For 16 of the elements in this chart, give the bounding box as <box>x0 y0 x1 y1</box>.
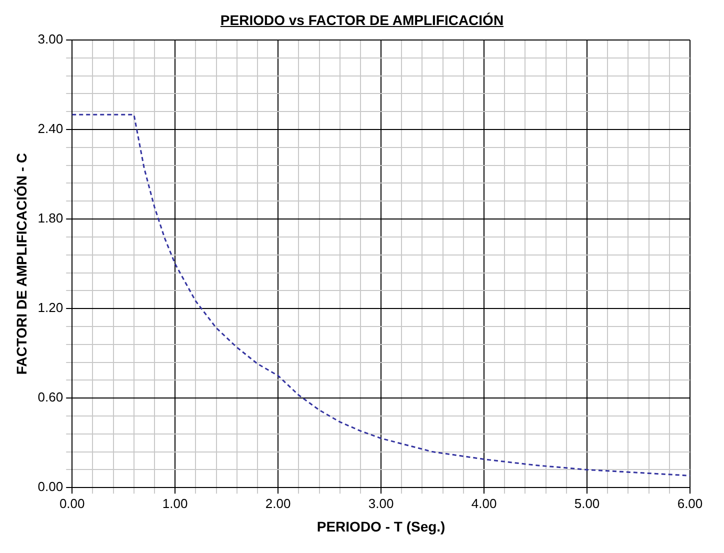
y-tick-label: 3.00 <box>38 32 64 47</box>
y-tick-label: 1.20 <box>38 300 64 316</box>
y-tick-label: 2.40 <box>38 121 64 136</box>
x-tick-label: 0.00 <box>59 496 85 511</box>
chart-title: PERIODO vs FACTOR DE AMPLIFICACIÓN <box>219 11 505 28</box>
x-tick-label: 4.00 <box>471 496 497 511</box>
x-tick-label: 6.00 <box>677 496 703 511</box>
x-tick-label: 5.00 <box>574 496 600 511</box>
y-tick-label: 1.80 <box>38 210 64 226</box>
y-tick-label: 0.60 <box>38 390 64 405</box>
x-axis-title: PERIODO - T (Seg.) <box>316 518 446 534</box>
x-tick-label: 1.00 <box>162 496 188 511</box>
y-axis-title: FACTORI DE AMPLIFICACIÓN - C <box>13 152 30 375</box>
y-tick-label: 0.00 <box>38 479 64 494</box>
x-tick-label: 2.00 <box>265 496 291 511</box>
x-tick-label: 3.00 <box>368 496 394 511</box>
